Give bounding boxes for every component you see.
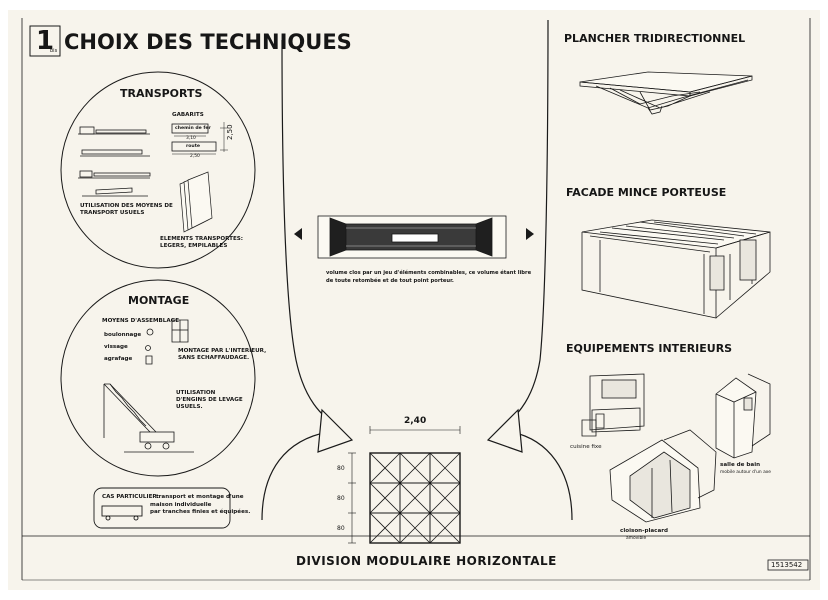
crane-sketch [103,383,194,453]
volume-drawing [317,215,507,259]
left-funnel-curve [281,39,343,431]
elements-caption-1: ELEMENTS TRANSPORTES: [160,236,244,242]
side-dimension-1: 80 [337,465,345,472]
means-caption-2: TRANSPORT USUELS [80,210,145,216]
means-caption-1: UTILISATION DES MOYENS DE [80,203,173,209]
facade-heading: FACADE MINCE PORTEUSE [566,186,727,199]
truck-sketches [78,126,151,197]
kitchen-drawing [581,373,645,437]
special-case-text-3: par tranches finies et équipées. [150,509,251,515]
assembly-sketches [145,319,189,365]
closet-label: cloison-placard [620,528,669,534]
right-arrow-curve [511,431,573,521]
badge-number: 1 [36,26,55,56]
assembly-item-screwing: vissage [104,344,128,350]
modular-grid [348,426,461,544]
badge-suffix: bis [50,48,58,54]
archive-stamp: 1513542 [771,561,803,569]
side-dimension-2: 80 [337,495,345,502]
height-dimension: 2,50 [226,124,234,140]
rail-label: chemin de fer [175,126,211,131]
volume-caption-1: volume clos par un jeu d'éléments combin… [326,270,532,276]
interior-assembly-caption-2: SANS ECHAFFAUDAGE. [178,355,250,361]
assembly-means-label: MOYENS D'ASSEMBLAGE [102,318,180,324]
rail-width: 3,10 [186,136,196,141]
left-arrow-head [317,408,354,453]
right-arrow-head [486,408,523,453]
kitchen-label: cuisine fixe [570,444,602,450]
page-title: CHOIX DES TECHNIQUES [64,30,352,54]
bathroom-sublabel: mobile autour d'un axe [720,470,771,475]
closet-sublabel: amovible [626,536,647,541]
volume-caption-2: de toute retombée et de tout point porte… [326,278,454,284]
special-case-frame [93,487,231,529]
assembly-item-clipping: agrafage [104,356,133,362]
special-case-label: CAS PARTICULIER: [102,494,159,500]
tridirectional-floor-drawing [579,71,753,115]
bathroom-label: salle de bain [720,462,761,468]
center-left-arrow [294,228,302,240]
footer-title: DIVISION MODULAIRE HORIZONTALE [296,554,557,568]
closet-partition-drawing [609,429,717,523]
bearing-facade-drawing [581,219,771,319]
transports-circle [60,71,256,269]
assembly-item-bolting: boulonnage [104,332,142,338]
montage-heading: MONTAGE [128,294,190,307]
lifting-caption-3: USUELS. [176,404,203,410]
center-right-arrow [526,228,534,240]
road-label: route [186,144,201,149]
gabarit-boxes [171,122,228,155]
bathroom-drawing [715,373,771,459]
left-arrow-curve [261,431,329,521]
montage-circle [60,279,256,477]
gabarits-label: GABARITS [172,112,204,118]
special-case-text-2: maison individuelle [150,502,212,508]
lifting-caption-2: D'ENGINS DE LEVAGE [176,397,243,403]
lifting-caption-1: UTILISATION [176,390,216,396]
title-badge [29,25,61,57]
equipements-heading: EQUIPEMENTS INTERIEURS [566,342,733,355]
interior-assembly-caption-1: MONTAGE PAR L'INTERIEUR, [178,348,267,354]
elements-caption-2: LEGERS, EMPILABLES [160,243,228,249]
road-width: 2,50 [190,154,200,159]
plancher-heading: PLANCHER TRIDIRECTIONNEL [564,32,746,45]
right-funnel-curve [499,19,549,431]
stacked-panels [179,171,213,233]
side-dimension-3: 80 [337,525,345,532]
module-dimension: 2,40 [404,416,427,426]
transports-heading: TRANSPORTS [120,87,203,100]
special-case-text-1: transport et montage d'une [156,494,244,500]
